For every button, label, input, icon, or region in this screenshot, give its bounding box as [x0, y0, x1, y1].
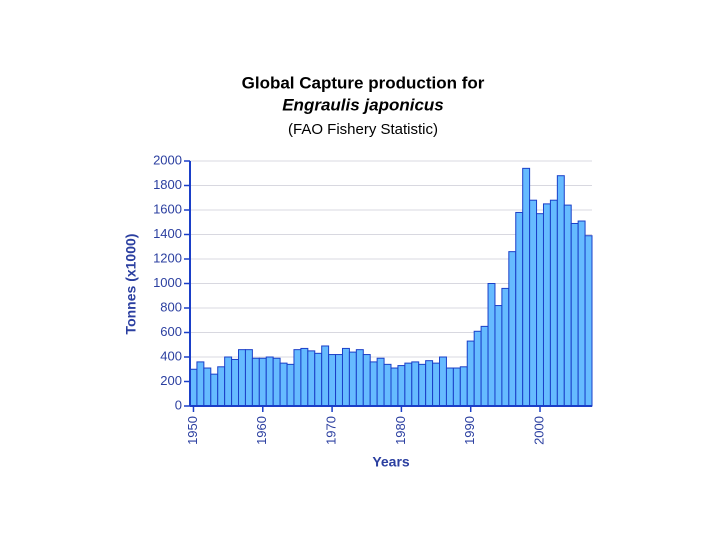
bar: [563, 204, 572, 407]
y-tick-label: 1600: [153, 201, 182, 216]
bar: [494, 305, 503, 407]
chart-note: (FAO Fishery Statistic): [288, 121, 438, 138]
bar: [556, 175, 565, 407]
bar: [258, 357, 267, 407]
bar: [466, 340, 475, 407]
bar: [231, 358, 240, 407]
bar: [397, 365, 406, 407]
chart-title: Global Capture production for: [242, 73, 485, 92]
bar: [480, 325, 489, 407]
bar: [549, 199, 558, 407]
bar: [577, 220, 586, 407]
bar: [300, 347, 309, 407]
bar: [210, 373, 219, 407]
bar: [321, 345, 330, 407]
bar: [238, 349, 246, 407]
bar: [411, 361, 420, 407]
bar: [341, 347, 350, 407]
bar: [196, 361, 205, 407]
bar: [452, 367, 461, 407]
y-tick-label: 1400: [153, 226, 182, 241]
bar: [376, 357, 385, 407]
x-tick-label: 1980: [393, 416, 408, 445]
bar: [445, 367, 454, 407]
bar: [390, 367, 399, 407]
y-tick-label: 1200: [153, 250, 182, 265]
x-axis-label: Years: [372, 454, 410, 470]
bar: [425, 360, 434, 407]
y-tick-label: 0: [175, 397, 182, 412]
y-tick-label: 2000: [153, 152, 182, 167]
y-tick-label: 800: [160, 299, 182, 314]
y-tick-label: 1000: [153, 275, 182, 290]
bar: [418, 363, 427, 407]
bar: [348, 351, 357, 407]
bar: [529, 199, 538, 407]
y-tick-label: 400: [160, 348, 182, 363]
x-tick-label: 1990: [462, 416, 477, 445]
chart-subtitle: Engraulis japonicus: [282, 95, 444, 114]
bar: [570, 222, 579, 407]
bar: [536, 213, 544, 407]
bar: [279, 362, 288, 407]
y-tick-label: 600: [160, 324, 182, 339]
bar: [217, 366, 226, 407]
bar: [189, 368, 198, 407]
bar: [251, 357, 260, 407]
x-tick-label: 1960: [254, 416, 269, 445]
bar: [383, 363, 392, 407]
bar: [293, 349, 302, 407]
bar: [432, 362, 441, 407]
bar: [459, 366, 468, 407]
x-tick-label: 2000: [531, 416, 546, 445]
x-tick-label: 1950: [185, 416, 200, 445]
bar: [355, 349, 364, 407]
bar: [203, 367, 212, 407]
bar: [473, 330, 482, 407]
y-tick-label: 200: [160, 373, 182, 388]
bar: [501, 287, 510, 407]
bar: [335, 354, 343, 407]
bar: [584, 235, 593, 407]
bar: [328, 354, 337, 407]
bar: [439, 356, 447, 407]
bar: [265, 356, 274, 407]
bar: [244, 349, 253, 407]
bar: [508, 251, 517, 407]
bar: [362, 354, 371, 407]
bar: [369, 361, 378, 407]
bar: [515, 211, 524, 407]
bar: [487, 283, 496, 407]
x-tick-label: 1970: [324, 416, 339, 445]
y-tick-label: 1800: [153, 177, 182, 192]
bar: [272, 357, 281, 407]
bar: [542, 203, 551, 407]
bar: [224, 356, 233, 407]
y-axis-label: Tonnes (x1000): [123, 234, 139, 335]
bar: [522, 167, 531, 407]
bar: [314, 352, 323, 407]
bar: [307, 350, 316, 407]
bar: [286, 363, 295, 407]
bar: [404, 362, 413, 407]
